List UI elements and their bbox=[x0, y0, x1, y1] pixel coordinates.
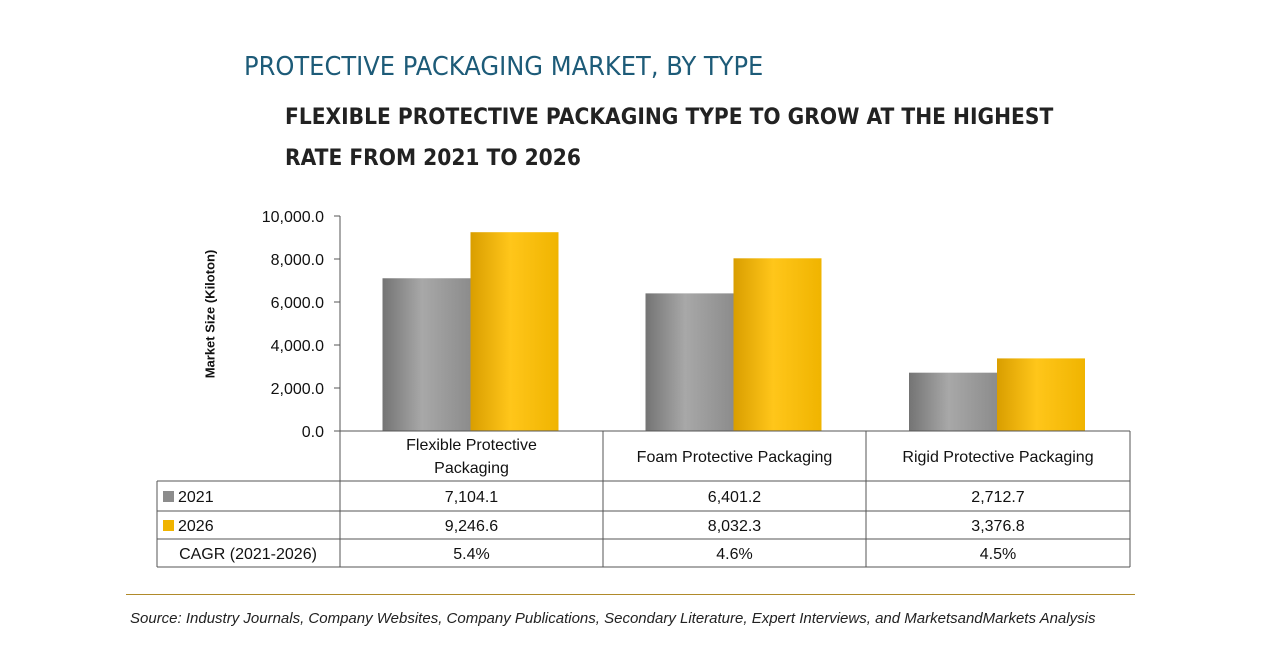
y-tick-label: 10,000.0 bbox=[262, 209, 324, 226]
bar-2021-2 bbox=[645, 293, 734, 431]
y-axis-label: Market Size (Kiloton) bbox=[202, 249, 218, 379]
legend-label-2026: 2026 bbox=[178, 518, 214, 535]
legend-swatch-2021 bbox=[163, 491, 174, 502]
x-tick-label-line: Flexible Protective bbox=[406, 437, 537, 454]
cagr-label: CAGR (2021-2026) bbox=[179, 546, 317, 563]
chart-title: PROTECTIVE PACKAGING MARKET, BY TYPE bbox=[244, 52, 764, 82]
y-tick-label: 4,000.0 bbox=[271, 338, 324, 355]
y-tick-label: 2,000.0 bbox=[271, 381, 324, 398]
data-label-2021: 6,401.2 bbox=[708, 489, 761, 506]
x-tick-label-line: Rigid Protective Packaging bbox=[902, 449, 1093, 466]
data-label-2021: 2,712.7 bbox=[971, 489, 1024, 506]
bar-2026-2 bbox=[733, 258, 822, 431]
cagr-value: 4.5% bbox=[980, 546, 1016, 563]
y-tick-label: 8,000.0 bbox=[271, 252, 324, 269]
x-tick-label-line: Foam Protective Packaging bbox=[637, 449, 833, 466]
y-tick-label: 0.0 bbox=[302, 424, 324, 441]
cagr-value: 4.6% bbox=[716, 546, 752, 563]
x-tick-label: Foam Protective Packaging bbox=[637, 449, 833, 466]
x-tick-label: Flexible Protective Packaging bbox=[406, 437, 537, 477]
y-tick-label: 6,000.0 bbox=[271, 295, 324, 312]
bar-2026-1 bbox=[470, 232, 559, 431]
legend-swatch-2026 bbox=[163, 520, 174, 531]
bar-2026-3 bbox=[997, 358, 1085, 431]
bar-2021-3 bbox=[909, 372, 997, 431]
bar-2021-1 bbox=[382, 278, 471, 431]
x-tick-label-line: Packaging bbox=[434, 460, 509, 477]
data-label-2026: 8,032.3 bbox=[708, 518, 761, 535]
data-label-2021: 7,104.1 bbox=[445, 489, 498, 506]
source-divider bbox=[126, 594, 1135, 595]
chart-subtitle: FLEXIBLE PROTECTIVE PACKAGING TYPE TO GR… bbox=[285, 105, 1054, 171]
legend-label-2021: 2021 bbox=[178, 489, 214, 506]
x-tick-label: Rigid Protective Packaging bbox=[902, 449, 1093, 466]
source-note: Source: Industry Journals, Company Websi… bbox=[130, 610, 1096, 627]
cagr-value: 5.4% bbox=[453, 546, 489, 563]
data-label-2026: 9,246.6 bbox=[445, 518, 498, 535]
data-label-2026: 3,376.8 bbox=[971, 518, 1024, 535]
